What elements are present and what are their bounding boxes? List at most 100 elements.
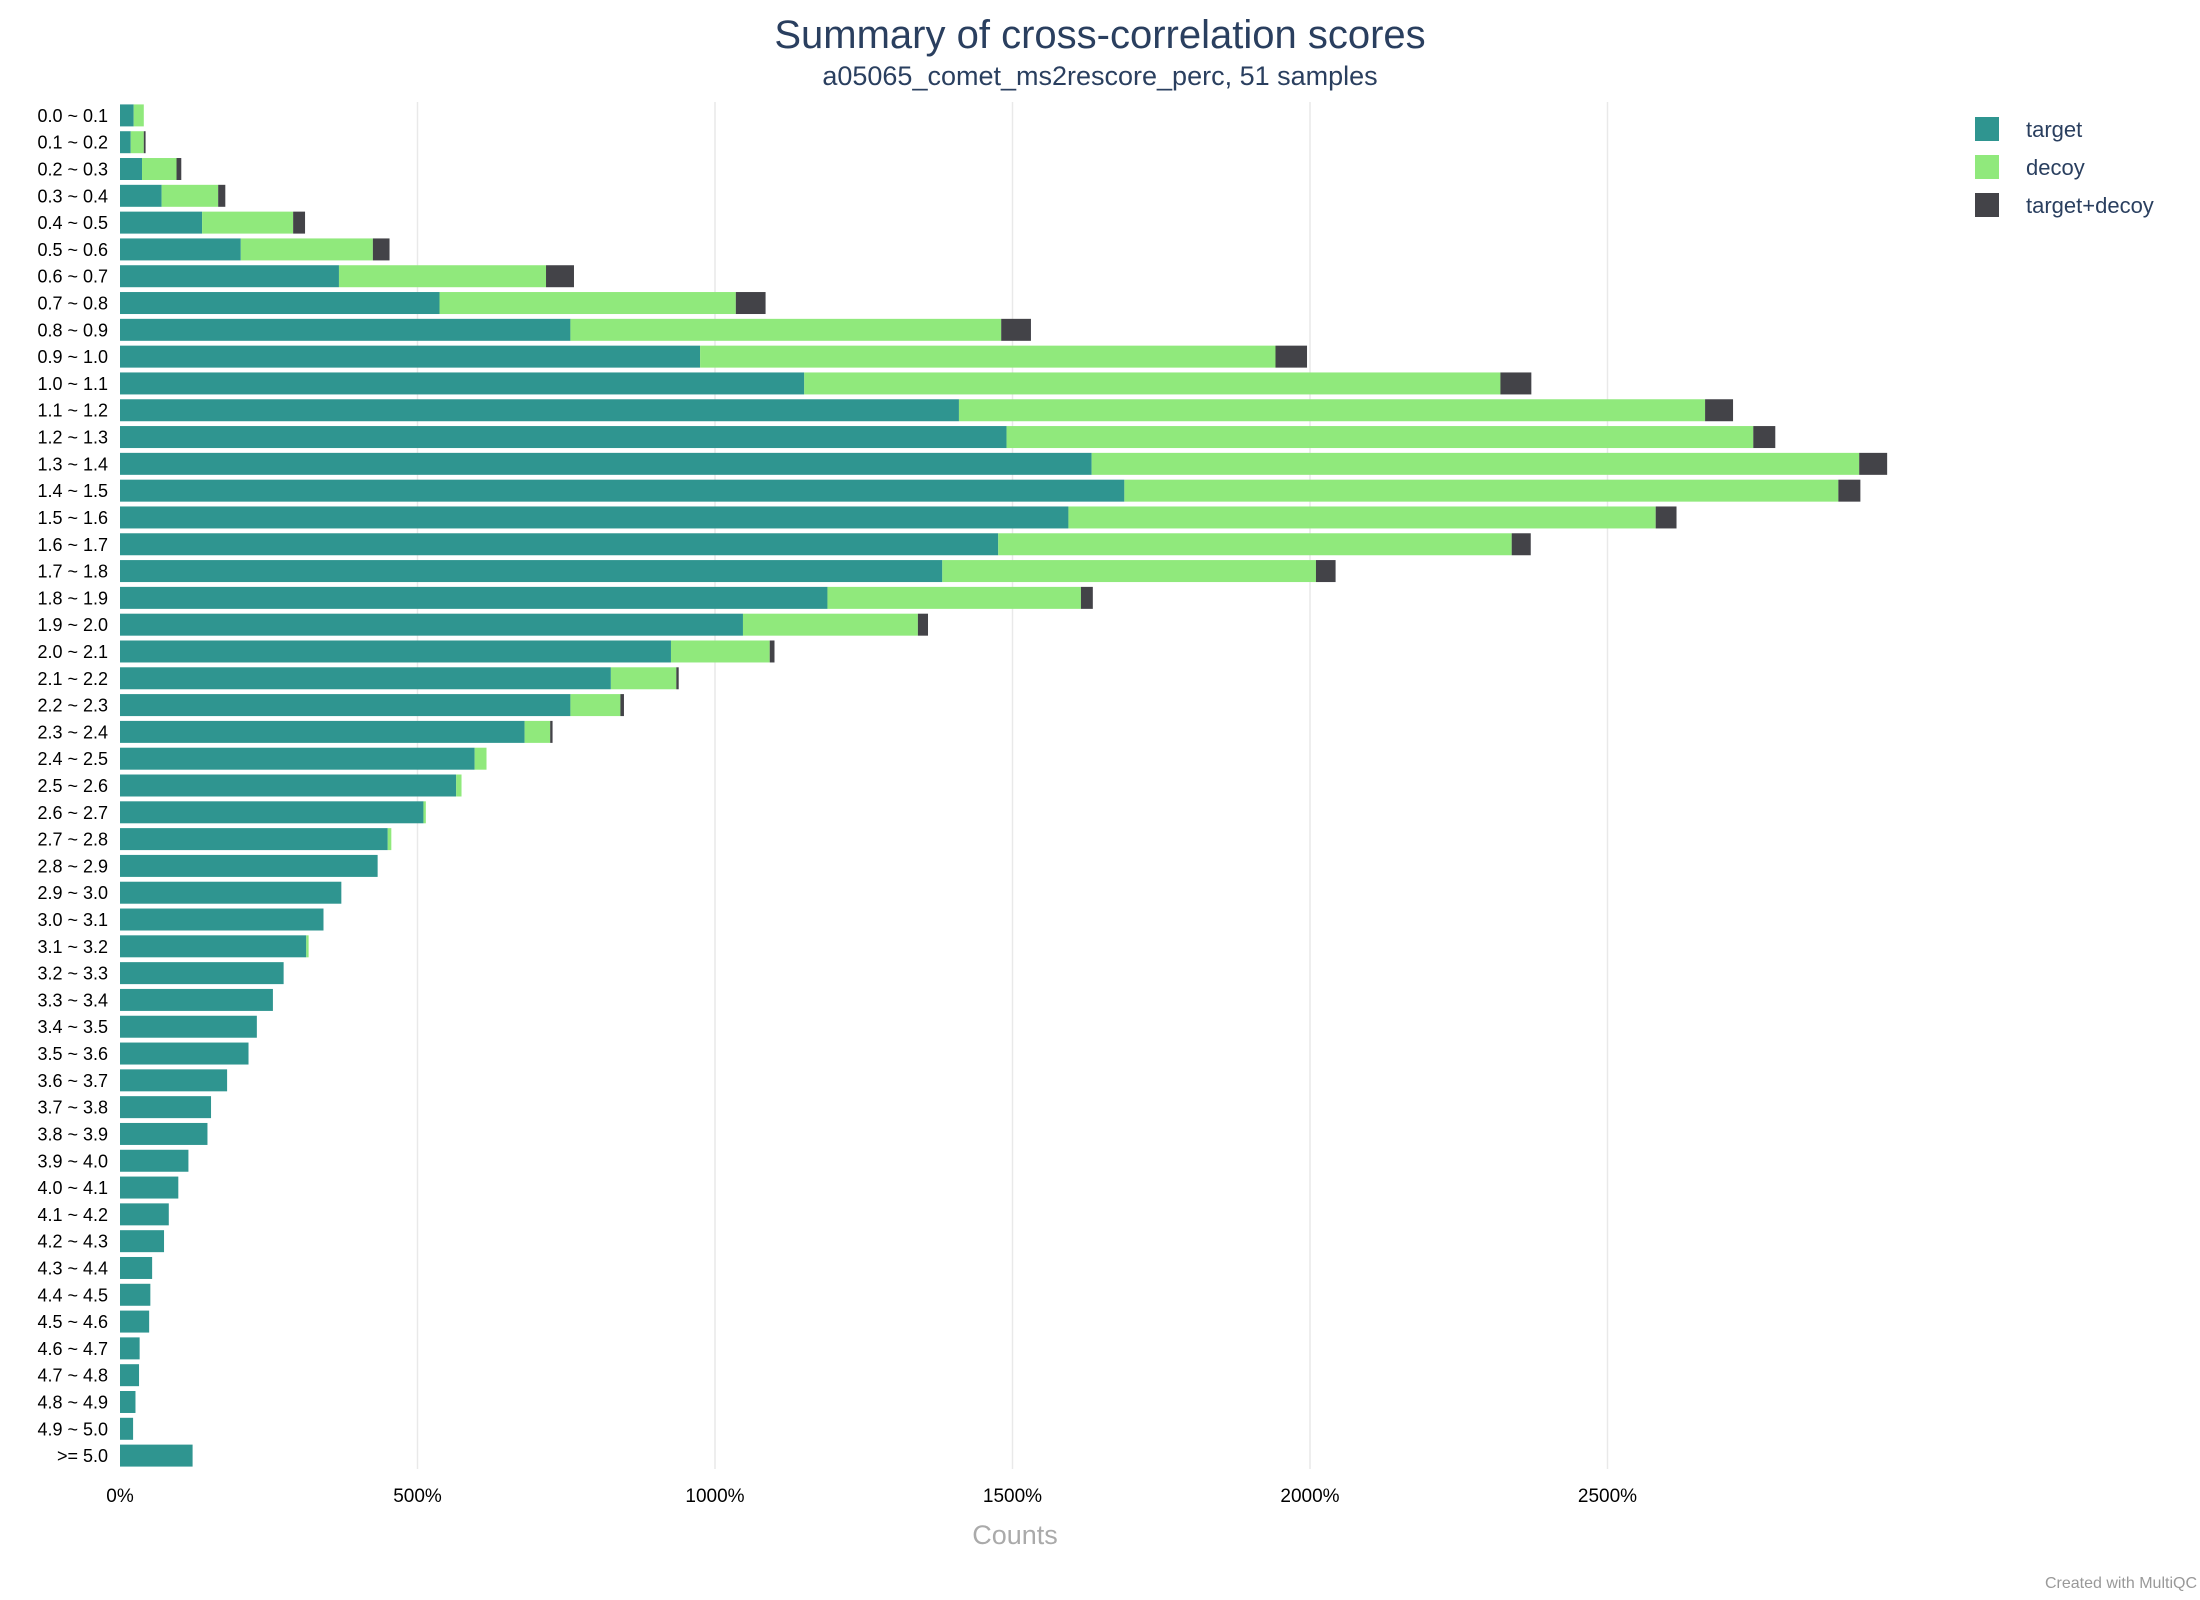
bar-decoy-17[interactable]	[942, 560, 1316, 583]
bar-decoy-16[interactable]	[998, 533, 1512, 556]
bar-target-decoy-11[interactable]	[1705, 399, 1734, 422]
bar-target-decoy-23[interactable]	[550, 720, 553, 743]
bar-target-42[interactable]	[120, 1230, 165, 1253]
bar-target-18[interactable]	[120, 586, 828, 609]
bar-target-3[interactable]	[120, 184, 162, 207]
bar-target-decoy-20[interactable]	[769, 640, 775, 663]
bar-target-decoy-3[interactable]	[218, 184, 226, 207]
bar-decoy-26[interactable]	[423, 801, 426, 824]
bar-target-decoy-2[interactable]	[176, 158, 182, 180]
bar-target-decoy-8[interactable]	[1001, 318, 1031, 341]
bar-target-40[interactable]	[120, 1176, 179, 1199]
bar-target-24[interactable]	[120, 747, 475, 770]
bar-target-32[interactable]	[120, 962, 284, 985]
bar-target-17[interactable]	[120, 560, 943, 583]
bar-target-25[interactable]	[120, 774, 457, 797]
bar-target-21[interactable]	[120, 667, 611, 690]
bar-target-decoy-16[interactable]	[1511, 533, 1531, 556]
bar-decoy-1[interactable]	[130, 131, 144, 154]
bar-target-decoy-19[interactable]	[917, 613, 929, 636]
bar-target-decoy-13[interactable]	[1859, 452, 1888, 475]
bar-decoy-14[interactable]	[1124, 479, 1839, 502]
bar-target-1[interactable]	[120, 131, 131, 154]
bar-target-10[interactable]	[120, 372, 805, 395]
bar-target-decoy-15[interactable]	[1655, 506, 1677, 529]
bar-target-41[interactable]	[120, 1203, 169, 1226]
bar-target-decoy-18[interactable]	[1080, 586, 1093, 609]
bar-target-5[interactable]	[120, 238, 241, 261]
bar-decoy-3[interactable]	[161, 184, 219, 207]
bar-target-12[interactable]	[120, 426, 1007, 449]
bar-target-50[interactable]	[120, 1444, 193, 1467]
bar-decoy-22[interactable]	[570, 694, 621, 717]
bar-target-16[interactable]	[120, 533, 999, 556]
bar-target-45[interactable]	[120, 1310, 150, 1333]
bar-decoy-0[interactable]	[133, 104, 144, 127]
bar-target-35[interactable]	[120, 1042, 249, 1065]
bar-decoy-4[interactable]	[202, 211, 294, 234]
bar-target-decoy-4[interactable]	[293, 211, 306, 234]
bar-target-4[interactable]	[120, 211, 203, 234]
bar-target-decoy-14[interactable]	[1838, 479, 1861, 502]
bar-decoy-23[interactable]	[524, 720, 551, 743]
bar-target-7[interactable]	[120, 292, 440, 315]
bar-target-23[interactable]	[120, 720, 525, 743]
bar-decoy-18[interactable]	[827, 586, 1081, 609]
bar-target-decoy-5[interactable]	[372, 238, 390, 261]
bar-decoy-25[interactable]	[456, 774, 462, 797]
bar-target-decoy-10[interactable]	[1500, 372, 1532, 395]
bar-decoy-5[interactable]	[240, 238, 373, 261]
bar-decoy-19[interactable]	[742, 613, 918, 636]
bar-decoy-6[interactable]	[338, 265, 547, 288]
bar-target-33[interactable]	[120, 988, 273, 1011]
bar-target-28[interactable]	[120, 854, 378, 877]
bar-target-decoy-12[interactable]	[1753, 426, 1776, 449]
bar-decoy-20[interactable]	[670, 640, 770, 663]
bar-decoy-21[interactable]	[610, 667, 677, 690]
bar-target-8[interactable]	[120, 318, 571, 341]
bar-target-30[interactable]	[120, 908, 324, 931]
bar-decoy-31[interactable]	[306, 935, 309, 958]
bar-target-44[interactable]	[120, 1283, 151, 1306]
bar-target-decoy-9[interactable]	[1275, 345, 1308, 368]
bar-target-39[interactable]	[120, 1149, 189, 1172]
legend-label[interactable]: decoy	[2026, 155, 2085, 180]
bar-decoy-11[interactable]	[958, 399, 1706, 422]
bar-decoy-27[interactable]	[387, 828, 392, 851]
bar-target-20[interactable]	[120, 640, 671, 663]
bar-target-31[interactable]	[120, 935, 307, 958]
bar-target-9[interactable]	[120, 345, 701, 368]
bar-target-46[interactable]	[120, 1337, 140, 1360]
legend-label[interactable]: target	[2026, 117, 2082, 142]
bar-target-decoy-22[interactable]	[620, 694, 624, 717]
bar-target-26[interactable]	[120, 801, 424, 824]
bar-target-0[interactable]	[120, 104, 134, 127]
bar-target-decoy-7[interactable]	[735, 292, 766, 315]
bar-target-2[interactable]	[120, 158, 143, 180]
bar-target-13[interactable]	[120, 452, 1092, 475]
bar-decoy-7[interactable]	[439, 292, 736, 315]
bar-target-29[interactable]	[120, 881, 342, 904]
bar-target-decoy-1[interactable]	[143, 131, 146, 154]
bar-target-36[interactable]	[120, 1069, 228, 1092]
legend-label[interactable]: target+decoy	[2026, 193, 2154, 218]
bar-decoy-9[interactable]	[700, 345, 1276, 368]
bar-decoy-24[interactable]	[474, 747, 487, 770]
bar-target-14[interactable]	[120, 479, 1125, 502]
bar-target-6[interactable]	[120, 265, 339, 288]
bar-target-decoy-6[interactable]	[546, 265, 574, 288]
bar-target-37[interactable]	[120, 1096, 212, 1119]
bar-target-11[interactable]	[120, 399, 959, 422]
bar-target-43[interactable]	[120, 1256, 153, 1279]
bar-decoy-8[interactable]	[570, 318, 1002, 341]
bar-target-22[interactable]	[120, 694, 571, 717]
bar-decoy-12[interactable]	[1006, 426, 1754, 449]
bar-decoy-2[interactable]	[142, 158, 177, 180]
bar-target-48[interactable]	[120, 1391, 136, 1413]
bar-target-34[interactable]	[120, 1015, 257, 1038]
bar-target-19[interactable]	[120, 613, 743, 636]
bar-target-decoy-17[interactable]	[1315, 560, 1336, 583]
bar-decoy-10[interactable]	[804, 372, 1501, 395]
bar-target-38[interactable]	[120, 1122, 208, 1145]
bar-target-27[interactable]	[120, 828, 388, 851]
